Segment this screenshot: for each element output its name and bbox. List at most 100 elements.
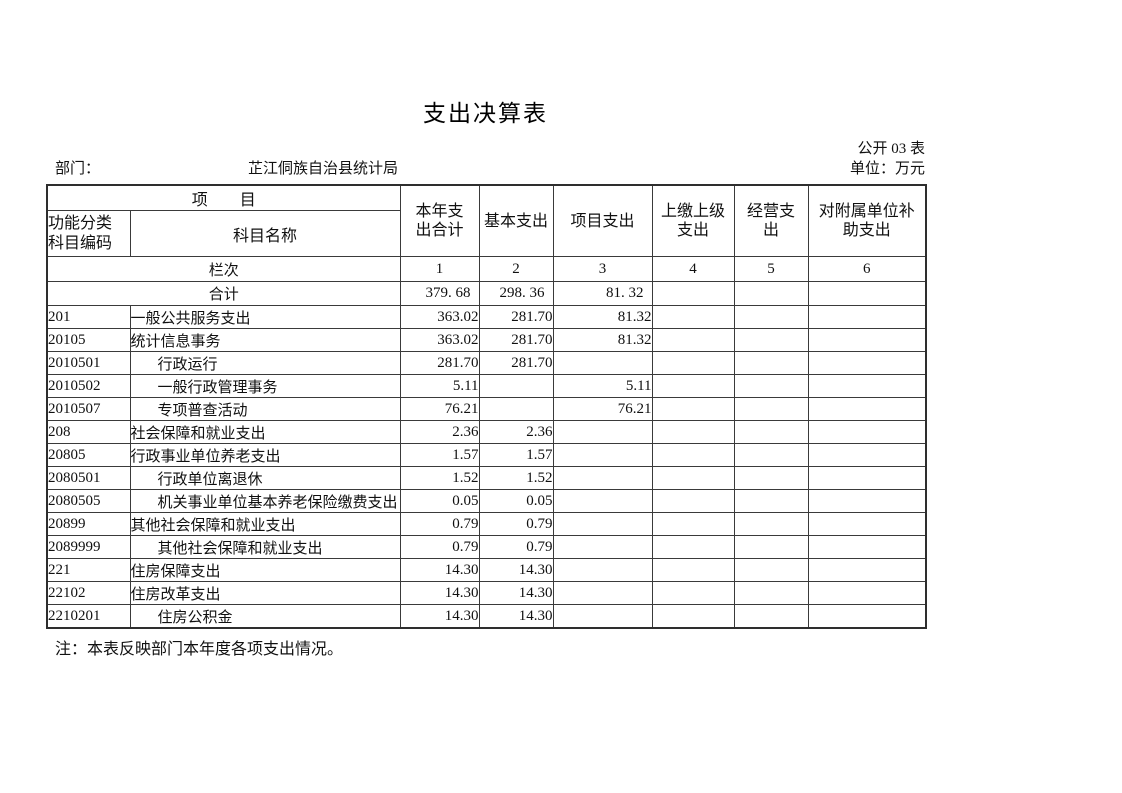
row-value <box>733 604 809 629</box>
total-value: 298. 36 <box>478 281 554 306</box>
row-value <box>651 512 735 536</box>
row-code: 2089999 <box>46 535 131 559</box>
document-page: 支出决算表 公开 03 表 部门： 芷江侗族自治县统计局 单位：万元 项 目 本… <box>46 0 928 659</box>
row-value: 363.02 <box>399 328 480 352</box>
total-value <box>807 281 927 306</box>
header-project-expenditure: 项目支出 <box>552 184 653 257</box>
table-row: 20105 统计信息事务 363.02 281.70 81.32 <box>46 328 927 352</box>
row-value <box>552 351 653 375</box>
row-value <box>651 466 735 490</box>
row-value <box>552 581 653 605</box>
row-value <box>733 351 809 375</box>
department-label: 部门： <box>55 161 101 177</box>
row-value <box>807 489 927 513</box>
row-code: 22102 <box>46 581 131 605</box>
row-value <box>552 443 653 467</box>
row-value: 76.21 <box>552 397 653 421</box>
column-index-label: 栏次 <box>46 256 401 282</box>
row-value: 0.05 <box>478 489 554 513</box>
row-subject-name: 一般公共服务支出 <box>129 305 401 329</box>
table-row: 20805 行政事业单位养老支出 1.57 1.57 <box>46 443 927 467</box>
row-value <box>651 604 735 629</box>
row-value: 14.30 <box>399 604 480 629</box>
row-code: 2010501 <box>46 351 131 375</box>
row-value: 281.70 <box>478 328 554 352</box>
meta-row: 部门： 芷江侗族自治县统计局 单位：万元 <box>46 161 925 178</box>
form-number-label: 公开 03 表 <box>857 141 925 157</box>
header-subject-name: 科目名称 <box>129 210 401 257</box>
row-value: 0.79 <box>399 535 480 559</box>
row-code: 201 <box>46 305 131 329</box>
row-value <box>552 604 653 629</box>
row-value <box>651 489 735 513</box>
row-value <box>733 466 809 490</box>
row-value: 5.11 <box>552 374 653 398</box>
row-value <box>651 535 735 559</box>
row-value: 0.79 <box>478 535 554 559</box>
total-value <box>733 281 809 306</box>
column-number: 4 <box>651 256 735 282</box>
row-value <box>651 443 735 467</box>
header-subsidy-expenditure: 对附属单位补 助支出 <box>807 184 927 257</box>
table-row: 201 一般公共服务支出 363.02 281.70 81.32 <box>46 305 927 329</box>
row-value <box>733 535 809 559</box>
header-upturn-expenditure: 上缴上级 支出 <box>651 184 735 257</box>
row-value <box>478 397 554 421</box>
total-row-label: 合计 <box>46 281 401 306</box>
row-code: 2080505 <box>46 489 131 513</box>
row-value: 14.30 <box>478 558 554 582</box>
row-code: 20105 <box>46 328 131 352</box>
row-value <box>807 443 927 467</box>
row-subject-name: 其他社会保障和就业支出 <box>129 535 401 559</box>
row-value <box>651 374 735 398</box>
column-number: 6 <box>807 256 927 282</box>
table-row: 221 住房保障支出 14.30 14.30 <box>46 558 927 582</box>
row-value <box>807 581 927 605</box>
row-code: 2010507 <box>46 397 131 421</box>
row-value <box>733 489 809 513</box>
header-basic-expenditure: 基本支出 <box>478 184 554 257</box>
row-value <box>733 305 809 329</box>
row-code: 2010502 <box>46 374 131 398</box>
row-subject-name: 住房保障支出 <box>129 558 401 582</box>
row-subject-name: 行政事业单位养老支出 <box>129 443 401 467</box>
column-number: 3 <box>552 256 653 282</box>
expenditure-table: 项 目 本年支 出合计 基本支出 项目支出 上缴上级 支出 经营支 出 对附属单… <box>46 184 928 629</box>
row-subject-name: 行政运行 <box>129 351 401 375</box>
column-number: 5 <box>733 256 809 282</box>
table-row: 2010502 一般行政管理事务 5.11 5.11 <box>46 374 927 398</box>
row-value <box>807 604 927 629</box>
row-value <box>651 351 735 375</box>
row-value: 1.52 <box>399 466 480 490</box>
row-value: 14.30 <box>399 581 480 605</box>
table-row: 20899 其他社会保障和就业支出 0.79 0.79 <box>46 512 927 536</box>
row-value: 14.30 <box>478 604 554 629</box>
column-number: 1 <box>399 256 480 282</box>
row-value: 1.57 <box>399 443 480 467</box>
row-value: 2.36 <box>399 420 480 444</box>
table-row: 2080501 行政单位离退休 1.52 1.52 <box>46 466 927 490</box>
row-value <box>552 512 653 536</box>
page-title: 支出决算表 <box>423 101 548 126</box>
row-value <box>733 328 809 352</box>
table-row: 22102 住房改革支出 14.30 14.30 <box>46 581 927 605</box>
row-code: 20899 <box>46 512 131 536</box>
row-value: 281.70 <box>478 351 554 375</box>
row-value <box>807 305 927 329</box>
row-value: 2.36 <box>478 420 554 444</box>
row-value <box>651 397 735 421</box>
row-value <box>651 328 735 352</box>
row-value: 76.21 <box>399 397 480 421</box>
row-value: 0.79 <box>399 512 480 536</box>
row-code: 20805 <box>46 443 131 467</box>
row-value: 81.32 <box>552 305 653 329</box>
header-function-code: 功能分类 科目编码 <box>46 210 131 257</box>
table-row: 2089999 其他社会保障和就业支出 0.79 0.79 <box>46 535 927 559</box>
row-value <box>807 466 927 490</box>
row-value <box>552 558 653 582</box>
table-row: 2010501 行政运行 281.70 281.70 <box>46 351 927 375</box>
row-value <box>807 512 927 536</box>
row-subject-name: 机关事业单位基本养老保险缴费支出 <box>129 489 401 513</box>
row-value <box>552 489 653 513</box>
row-value: 14.30 <box>399 558 480 582</box>
